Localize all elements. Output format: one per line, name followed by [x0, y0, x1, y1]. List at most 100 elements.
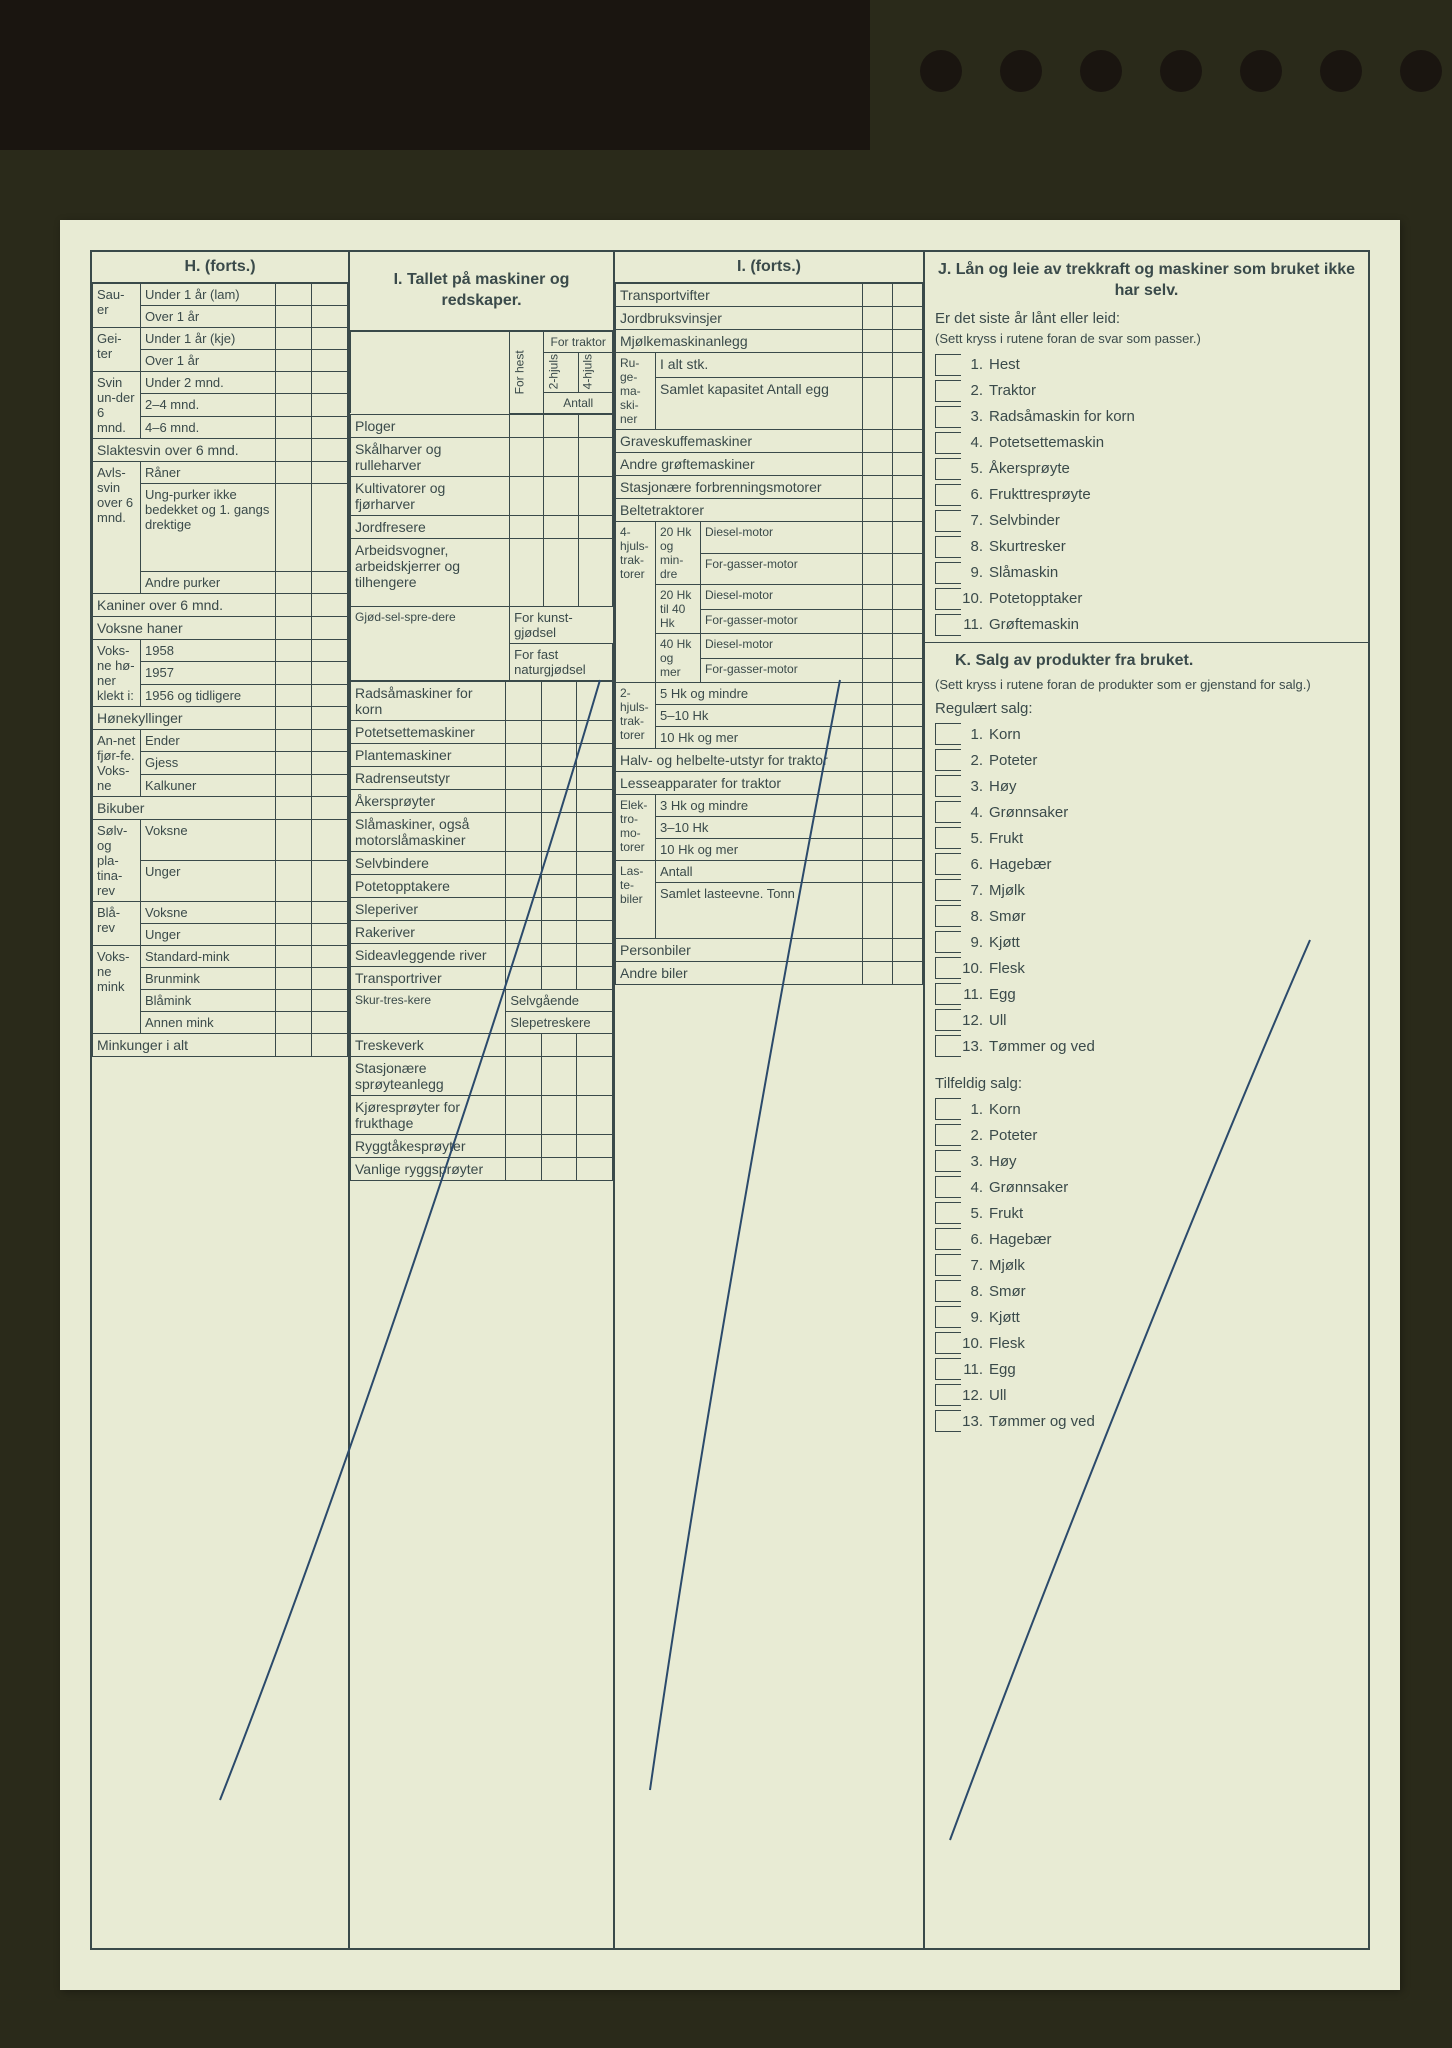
item-number: 12.: [961, 1387, 989, 1404]
checkbox[interactable]: [935, 879, 961, 901]
section-jk: J. Lån og leie av trekkraft og maskiner …: [925, 250, 1370, 1950]
checkbox[interactable]: [935, 588, 961, 610]
section-j-title: J. Lån og leie av trekkraft og maskiner …: [935, 260, 1358, 308]
item-number: 1.: [961, 1101, 989, 1118]
list-item: 1.Hest: [935, 352, 1358, 378]
list-item: 6.Frukttresprøyte: [935, 482, 1358, 508]
checkbox[interactable]: [935, 1009, 961, 1031]
item-number: 11.: [961, 1361, 989, 1378]
checkbox[interactable]: [935, 1176, 961, 1198]
checkbox[interactable]: [935, 801, 961, 823]
section-i2-title: I. (forts.): [615, 252, 923, 283]
item-number: 5.: [961, 830, 989, 847]
item-label: Hagebær: [989, 1231, 1358, 1248]
checkbox[interactable]: [935, 957, 961, 979]
item-label: Potetopptaker: [989, 590, 1358, 607]
item-label: Grøftemaskin: [989, 616, 1358, 633]
checkbox[interactable]: [935, 1384, 961, 1406]
section-k-title: K. Salg av produkter fra bruket.: [935, 651, 1358, 678]
item-label: Smør: [989, 1283, 1358, 1300]
item-label: Grønnsaker: [989, 1179, 1358, 1196]
item-number: 5.: [961, 1205, 989, 1222]
item-number: 4.: [961, 1179, 989, 1196]
list-item: 11.Egg: [935, 1356, 1358, 1382]
item-number: 7.: [961, 1257, 989, 1274]
section-k-note: (Sett kryss i rutene foran de produkter …: [935, 677, 1358, 698]
list-item: 8.Smør: [935, 903, 1358, 929]
checkbox[interactable]: [935, 1228, 961, 1250]
checkbox[interactable]: [935, 853, 961, 875]
h-item: Under 1 år (lam): [141, 284, 276, 306]
checkbox[interactable]: [935, 1254, 961, 1276]
item-label: Tømmer og ved: [989, 1413, 1358, 1430]
item-number: 4.: [961, 804, 989, 821]
checkbox[interactable]: [935, 380, 961, 402]
k-tilf-label: Tilfeldig salg:: [935, 1073, 1358, 1096]
checkbox[interactable]: [935, 1202, 961, 1224]
checkbox[interactable]: [935, 614, 961, 636]
checkbox[interactable]: [935, 1306, 961, 1328]
list-item: 1.Korn: [935, 1096, 1358, 1122]
list-item: 9.Kjøtt: [935, 929, 1358, 955]
checkbox[interactable]: [935, 1035, 961, 1057]
item-number: 2.: [961, 752, 989, 769]
checkbox[interactable]: [935, 931, 961, 953]
checkbox[interactable]: [935, 510, 961, 532]
list-item: 1.Korn: [935, 721, 1358, 747]
punch-holes: [920, 50, 1442, 92]
item-label: Flesk: [989, 1335, 1358, 1352]
h-item: Over 1 år: [141, 306, 276, 328]
checkbox[interactable]: [935, 1280, 961, 1302]
h-val[interactable]: [312, 284, 348, 306]
item-label: Egg: [989, 1361, 1358, 1378]
checkbox[interactable]: [935, 983, 961, 1005]
list-item: 3.Høy: [935, 1148, 1358, 1174]
item-label: Tømmer og ved: [989, 1038, 1358, 1055]
item-number: 1.: [961, 356, 989, 373]
checkbox[interactable]: [935, 354, 961, 376]
item-number: 8.: [961, 908, 989, 925]
checkbox[interactable]: [935, 458, 961, 480]
checkbox[interactable]: [935, 1410, 961, 1432]
checkbox[interactable]: [935, 432, 961, 454]
section-i2: I. (forts.) Transportvifter Jordbruksvin…: [615, 250, 925, 1950]
item-number: 6.: [961, 486, 989, 503]
item-label: Selvbinder: [989, 512, 1358, 529]
checkbox[interactable]: [935, 1332, 961, 1354]
item-label: Frukt: [989, 830, 1358, 847]
checkbox[interactable]: [935, 749, 961, 771]
list-item: 13.Tømmer og ved: [935, 1408, 1358, 1434]
checkbox[interactable]: [935, 775, 961, 797]
item-number: 3.: [961, 778, 989, 795]
scanner-black-bar: [0, 0, 870, 150]
item-label: Ull: [989, 1012, 1358, 1029]
item-number: 5.: [961, 460, 989, 477]
table-i1-rows2: Radsåmaskiner for korn Potetsettemaskine…: [350, 681, 613, 1181]
item-label: Frukttresprøyte: [989, 486, 1358, 503]
h-val[interactable]: [276, 284, 312, 306]
list-item: 5.Frukt: [935, 825, 1358, 851]
item-label: Kjøtt: [989, 1309, 1358, 1326]
checkbox[interactable]: [935, 484, 961, 506]
item-label: Hagebær: [989, 856, 1358, 873]
list-item: 6.Hagebær: [935, 1226, 1358, 1252]
item-label: Poteter: [989, 752, 1358, 769]
item-label: Korn: [989, 1101, 1358, 1118]
section-k: K. Salg av produkter fra bruket. (Sett k…: [925, 642, 1368, 1439]
checkbox[interactable]: [935, 406, 961, 428]
item-label: Egg: [989, 986, 1358, 1003]
checkbox[interactable]: [935, 562, 961, 584]
checkbox[interactable]: [935, 1124, 961, 1146]
checkbox[interactable]: [935, 827, 961, 849]
checkbox[interactable]: [935, 1358, 961, 1380]
item-number: 10.: [961, 590, 989, 607]
checkbox[interactable]: [935, 723, 961, 745]
checkbox[interactable]: [935, 1150, 961, 1172]
item-number: 11.: [961, 986, 989, 1003]
item-label: Flesk: [989, 960, 1358, 977]
h-group-sauer: Sau-er: [93, 284, 141, 328]
checkbox[interactable]: [935, 905, 961, 927]
checkbox[interactable]: [935, 1098, 961, 1120]
checkbox[interactable]: [935, 536, 961, 558]
list-item: 2.Poteter: [935, 747, 1358, 773]
